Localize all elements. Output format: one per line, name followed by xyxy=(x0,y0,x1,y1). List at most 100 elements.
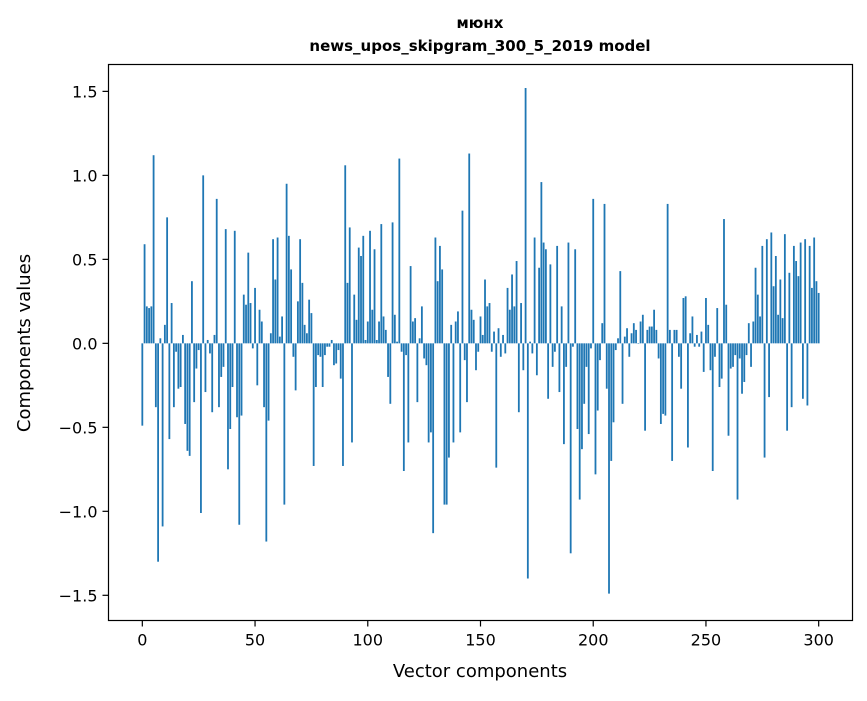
bar-282 xyxy=(777,314,779,344)
bar-274 xyxy=(759,316,761,344)
bar-268 xyxy=(745,343,748,356)
bar-45 xyxy=(242,294,245,344)
bar-57 xyxy=(269,333,272,344)
bar-211 xyxy=(617,338,619,344)
bar-106 xyxy=(380,224,383,344)
bar-107 xyxy=(382,316,385,344)
x-tick-label-150: 150 xyxy=(465,631,496,650)
bar-21 xyxy=(188,343,191,456)
bar-109 xyxy=(387,343,389,377)
bar-288 xyxy=(790,343,793,408)
bar-243 xyxy=(689,333,692,344)
bar-137 xyxy=(450,324,453,344)
bar-171 xyxy=(526,343,529,579)
bar-52 xyxy=(258,309,261,344)
bar-226 xyxy=(650,326,653,344)
bar-239 xyxy=(680,343,683,389)
bar-6 xyxy=(154,343,157,408)
bar-177 xyxy=(540,182,543,344)
bar-292 xyxy=(799,242,802,344)
bars-group xyxy=(141,88,820,594)
bar-149 xyxy=(477,343,480,352)
bar-23 xyxy=(193,343,196,403)
bar-286 xyxy=(786,343,789,431)
bar-252 xyxy=(709,343,712,371)
bar-80 xyxy=(321,343,324,388)
bar-126 xyxy=(425,343,428,366)
bar-22 xyxy=(191,281,193,344)
bar-85 xyxy=(333,343,335,366)
bar-235 xyxy=(671,343,674,461)
bar-219 xyxy=(635,329,637,344)
bar-207 xyxy=(608,343,610,594)
bar-210 xyxy=(614,343,617,351)
bar-2 xyxy=(145,306,148,344)
x-axis: 0 50 100 150 200 250 300 xyxy=(137,620,834,650)
bar-231 xyxy=(662,343,665,414)
bar-46 xyxy=(245,304,247,344)
bar-81 xyxy=(324,343,326,356)
y-tick-label-1: 1.0 xyxy=(72,166,97,185)
bar-248 xyxy=(700,331,703,344)
bar-144 xyxy=(466,343,468,403)
bar-256 xyxy=(718,343,721,388)
bar-280 xyxy=(772,286,775,344)
bar-135 xyxy=(445,343,448,505)
bar-88 xyxy=(339,343,342,379)
bar-111 xyxy=(391,222,394,344)
bar-120 xyxy=(411,321,414,344)
x-tick-label-200: 200 xyxy=(578,631,609,650)
bar-254 xyxy=(714,343,716,357)
bar-42 xyxy=(236,343,238,418)
bar-298 xyxy=(813,237,816,344)
bar-240 xyxy=(682,297,685,344)
bar-277 xyxy=(765,239,768,344)
bar-242 xyxy=(687,343,689,448)
bar-175 xyxy=(535,343,538,376)
bar-28 xyxy=(204,343,207,393)
bar-259 xyxy=(725,304,728,344)
x-tick-label-100: 100 xyxy=(352,631,383,650)
bar-201 xyxy=(594,343,597,475)
bar-99 xyxy=(364,339,367,344)
bar-183 xyxy=(554,343,556,352)
bar-127 xyxy=(427,343,430,443)
bar-266 xyxy=(741,343,743,394)
bar-180 xyxy=(547,343,550,399)
bar-18 xyxy=(182,334,184,344)
bar-124 xyxy=(420,306,423,344)
bar-12 xyxy=(168,343,171,440)
bar-115 xyxy=(400,343,403,352)
bar-224 xyxy=(646,329,649,344)
bar-160 xyxy=(502,334,504,344)
bar-276 xyxy=(763,343,766,458)
bar-101 xyxy=(369,230,371,344)
bar-74 xyxy=(308,299,311,344)
bar-132 xyxy=(439,245,441,344)
bar-155 xyxy=(490,343,493,352)
bar-87 xyxy=(337,343,340,351)
bar-61 xyxy=(278,336,281,344)
bar-26 xyxy=(200,343,202,513)
y-tick-label-3: 0.0 xyxy=(72,334,97,353)
bar-32 xyxy=(213,334,216,344)
bar-141 xyxy=(459,343,462,433)
bar-58 xyxy=(272,239,274,344)
bar-151 xyxy=(481,334,484,344)
bar-0 xyxy=(141,343,144,426)
bar-43 xyxy=(238,343,241,525)
x-tick-label-250: 250 xyxy=(691,631,722,650)
bar-251 xyxy=(707,324,710,344)
bar-246 xyxy=(696,334,698,344)
bar-208 xyxy=(610,343,613,461)
bar-196 xyxy=(583,343,586,404)
bar-186 xyxy=(560,306,563,344)
bar-25 xyxy=(197,343,200,351)
bar-221 xyxy=(639,321,642,344)
bar-232 xyxy=(664,343,667,416)
bar-143 xyxy=(463,343,466,361)
bar-265 xyxy=(738,343,741,359)
bar-293 xyxy=(802,343,804,399)
bar-185 xyxy=(558,343,561,393)
